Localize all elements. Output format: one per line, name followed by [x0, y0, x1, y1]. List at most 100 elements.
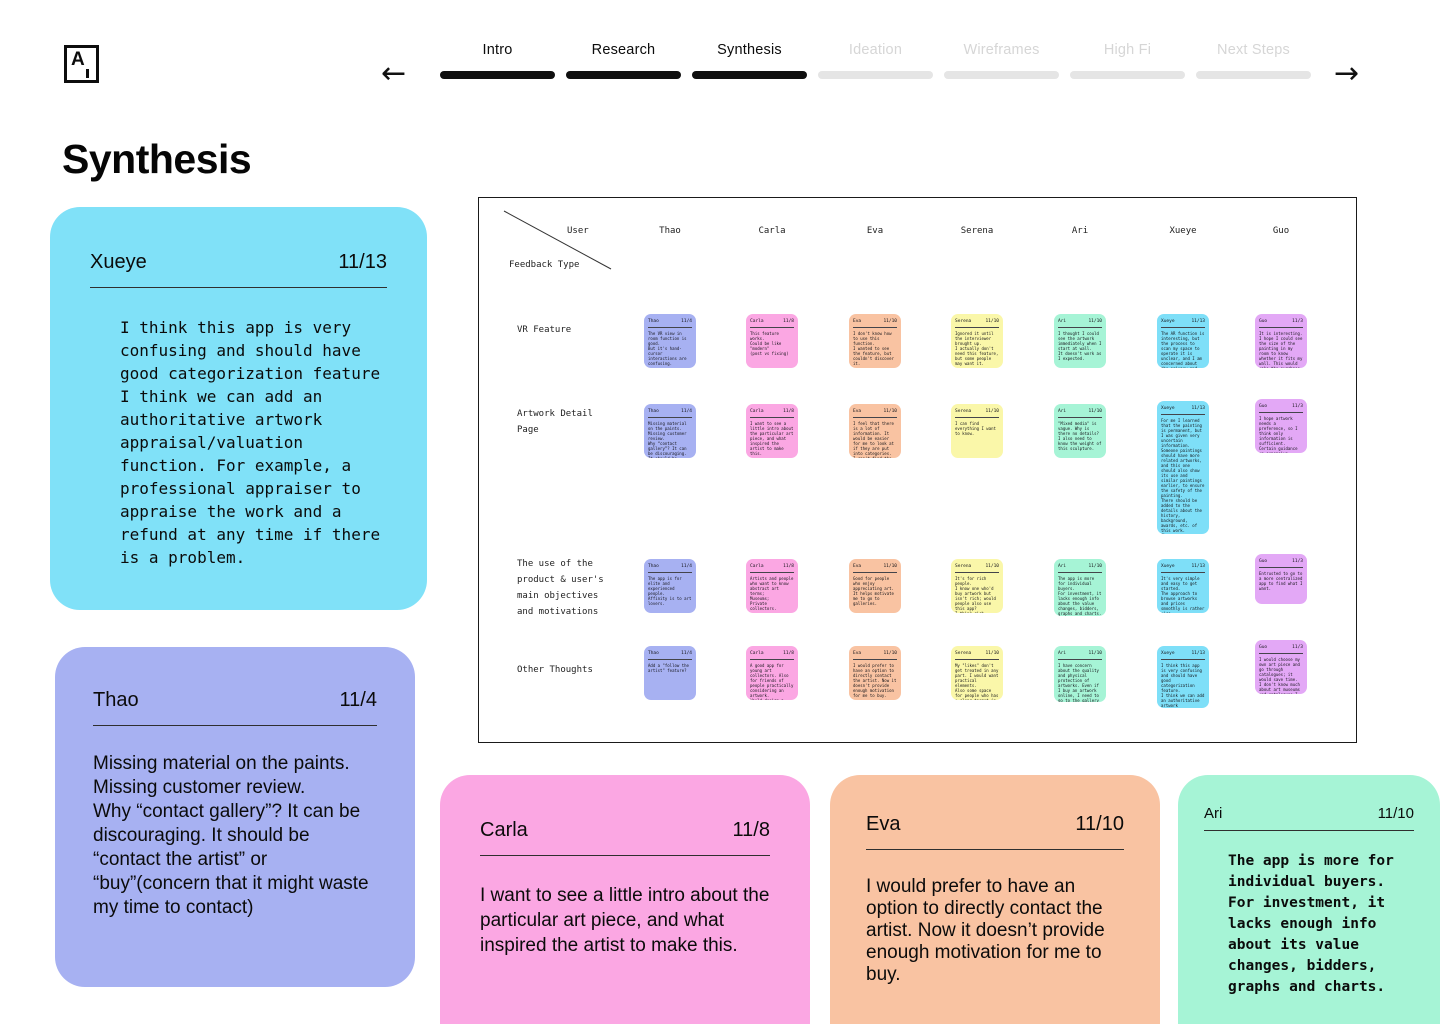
sticky-note-header: Eva 11/10: [853, 409, 897, 418]
sticky-note-author: Ari: [1058, 319, 1067, 324]
nav-step-progress-bar: [440, 71, 555, 79]
feedback-card-ari[interactable]: Ari 11/10 The app is more for individual b…: [1178, 775, 1440, 1024]
sticky-note-author: Thao: [648, 319, 659, 324]
sticky-note-text: Add a "follow the artist" feature?: [648, 662, 689, 673]
sticky-note-author: Eva: [853, 564, 862, 569]
feedback-card-eva[interactable]: Eva 11/10 I would prefer to have an option…: [830, 775, 1160, 1024]
sticky-note-author: Serena: [955, 651, 972, 656]
sticky-note-thao-row0[interactable]: Thao 11/4 The VR view in room function is …: [644, 314, 696, 368]
next-arrow-icon[interactable]: →: [1334, 56, 1360, 91]
matrix-col-header-guo: Guo: [1272, 226, 1290, 236]
sticky-note-carla-row3[interactable]: Carla 11/8 A good app for young art collec…: [746, 646, 798, 700]
sticky-note-author: Carla: [750, 319, 764, 324]
sticky-note-author: Guo: [1259, 404, 1268, 409]
sticky-note-xueye-row0[interactable]: Xueye 11/13 The AR function is interesting…: [1157, 314, 1209, 368]
sticky-note-xueye-row3[interactable]: Xueye 11/13 I think this app is very confu…: [1157, 646, 1209, 708]
card-author: Thao: [93, 689, 139, 711]
sticky-note-header: Thao 11/4: [648, 409, 692, 418]
sticky-note-text: I think this app is very confusing and s…: [1161, 662, 1207, 709]
sticky-note-eva-row2[interactable]: Eva 11/10 Good for people who enjoy apprec…: [849, 559, 901, 613]
sticky-note-serena-row1[interactable]: Serena 11/10 I can find everything I want …: [951, 404, 1003, 458]
sticky-note-header: Xueye 11/13: [1161, 564, 1205, 573]
sticky-note-eva-row3[interactable]: Eva 11/10 I would prefer to have an option…: [849, 646, 901, 700]
sticky-note-author: Guo: [1259, 559, 1268, 564]
sticky-note-serena-row0[interactable]: Serena 11/10 Ignored it until the intervie…: [951, 314, 1003, 368]
sticky-note-author: Eva: [853, 409, 862, 414]
sticky-note-date: 11/10: [985, 651, 999, 656]
feedback-card-carla[interactable]: Carla 11/8 I want to see a little intro ab…: [440, 775, 810, 1024]
nav-step-ideation[interactable]: Ideation: [818, 42, 933, 79]
sticky-note-author: Thao: [648, 564, 659, 569]
sticky-note-ari-row1[interactable]: Ari 11/10 "Mixed media" is vague. Why is t…: [1054, 404, 1106, 458]
sticky-note-thao-row3[interactable]: Thao 11/4 Add a "follow the artist" featur…: [644, 646, 696, 700]
sticky-note-header: Eva 11/10: [853, 564, 897, 573]
sticky-note-guo-row0[interactable]: Guo 11/3 It is interesting. I hope I could…: [1255, 314, 1307, 368]
nav-step-label: Intro: [482, 42, 513, 58]
sticky-note-header: Guo 11/3: [1259, 559, 1303, 568]
sticky-note-eva-row1[interactable]: Eva 11/10 I feel that there is a lot of in…: [849, 404, 901, 458]
prev-arrow-icon[interactable]: ←: [381, 56, 407, 91]
sticky-note-guo-row3[interactable]: Guo 11/3 I would choose my own art piece a…: [1255, 640, 1307, 694]
sticky-note-text: For me I learned that the painting is pe…: [1161, 417, 1205, 535]
sticky-note-date: 11/10: [1088, 651, 1102, 656]
sticky-note-date: 11/10: [1088, 319, 1102, 324]
card-date: 11/8: [732, 819, 770, 841]
sticky-note-text: It's very simple and easy to get started…: [1161, 575, 1205, 614]
nav-step-progress-bar: [1070, 71, 1185, 79]
sticky-note-text: I thought I could see the artwork immedi…: [1058, 330, 1102, 361]
sticky-note-author: Ari: [1058, 409, 1067, 414]
sticky-note-serena-row3[interactable]: Serena 11/10 My "likes" don't get treated …: [951, 646, 1003, 700]
sticky-note-eva-row0[interactable]: Eva 11/10 I don't know how to use this fun…: [849, 314, 901, 368]
matrix-corner-user-label: User: [567, 226, 589, 236]
sticky-note-header: Carla 11/8: [750, 651, 794, 660]
sticky-note-date: 11/3: [1292, 559, 1303, 564]
sticky-note-xueye-row2[interactable]: Xueye 11/13 It's very simple and easy to g…: [1157, 559, 1209, 613]
sticky-note-author: Xueye: [1161, 564, 1175, 569]
sticky-note-author: Carla: [750, 651, 764, 656]
sticky-note-thao-row1[interactable]: Thao 11/4 Missing material on the paints. …: [644, 404, 696, 458]
sticky-note-carla-row1[interactable]: Carla 11/8 I want to see a little intro ab…: [746, 404, 798, 458]
card-text: I want to see a little intro about the p…: [480, 885, 770, 956]
sticky-note-text: The app is more for individual buyers. F…: [1058, 575, 1102, 616]
sticky-note-carla-row0[interactable]: Carla 11/8 This feature works. Could be li…: [746, 314, 798, 368]
sticky-note-guo-row1[interactable]: Guo 11/3 I hope artwork needs a preference…: [1255, 399, 1307, 453]
nav-step-label: Next Steps: [1217, 42, 1290, 58]
sticky-note-text: "Mixed media" is vague. Why is there no …: [1058, 420, 1102, 451]
sticky-note-date: 11/13: [1191, 406, 1205, 411]
sticky-note-text: The AR function is interesting, but the …: [1161, 330, 1205, 369]
corner-diagonal-line: [503, 210, 612, 270]
sticky-note-text: I want to see a little intro about the p…: [750, 420, 794, 456]
logo-letter: A: [71, 49, 85, 70]
nav-step-high-fi[interactable]: High Fi: [1070, 42, 1185, 79]
sticky-note-author: Guo: [1259, 319, 1268, 324]
feedback-card-xueye[interactable]: Xueye 11/13 I think this app is very confu…: [50, 207, 427, 610]
sticky-note-text: It is interesting. I hope I could see th…: [1259, 330, 1303, 369]
sticky-note-serena-row2[interactable]: Serena 11/10 It's for rich people. I know …: [951, 559, 1003, 613]
card-header: Xueye 11/13: [90, 251, 387, 288]
card-author: Carla: [480, 819, 528, 841]
nav-step-next-steps[interactable]: Next Steps: [1196, 42, 1311, 79]
nav-step-intro[interactable]: Intro: [440, 42, 555, 79]
site-logo[interactable]: A: [64, 45, 99, 83]
sticky-note-header: Ari 11/10: [1058, 409, 1102, 418]
sticky-note-header: Guo 11/3: [1259, 404, 1303, 413]
matrix-col-header-serena: Serena: [960, 226, 994, 236]
sticky-note-text: I hope artwork needs a preference, so I …: [1259, 415, 1298, 454]
sticky-note-xueye-row1[interactable]: Xueye 11/13 For me I learned that the pain…: [1157, 401, 1209, 534]
sticky-note-author: Thao: [648, 409, 659, 414]
sticky-note-author: Xueye: [1161, 319, 1175, 324]
card-date: 11/10: [1075, 813, 1124, 835]
sticky-note-ari-row0[interactable]: Ari 11/10 I thought I could see the artwor…: [1054, 314, 1106, 368]
sticky-note-carla-row2[interactable]: Carla 11/8 Artists and people who want to …: [746, 559, 798, 613]
nav-step-synthesis[interactable]: Synthesis: [692, 42, 807, 79]
sticky-note-text: The VR view in room function is good. Bu…: [648, 330, 687, 366]
sticky-note-date: 11/4: [681, 319, 692, 324]
sticky-note-ari-row2[interactable]: Ari 11/10 The app is more for individual b…: [1054, 559, 1106, 616]
sticky-note-header: Eva 11/10: [853, 319, 897, 328]
nav-step-research[interactable]: Research: [566, 42, 681, 79]
sticky-note-thao-row2[interactable]: Thao 11/4 The app is for elite and experie…: [644, 559, 696, 613]
sticky-note-ari-row3[interactable]: Ari 11/10 I have concern about the quality…: [1054, 646, 1106, 702]
sticky-note-guo-row2[interactable]: Guo 11/3 Entrusted to go to a more central…: [1255, 554, 1307, 604]
nav-step-wireframes[interactable]: Wireframes: [944, 42, 1059, 79]
feedback-card-thao[interactable]: Thao 11/4 Missing material on the paints. …: [55, 647, 415, 987]
